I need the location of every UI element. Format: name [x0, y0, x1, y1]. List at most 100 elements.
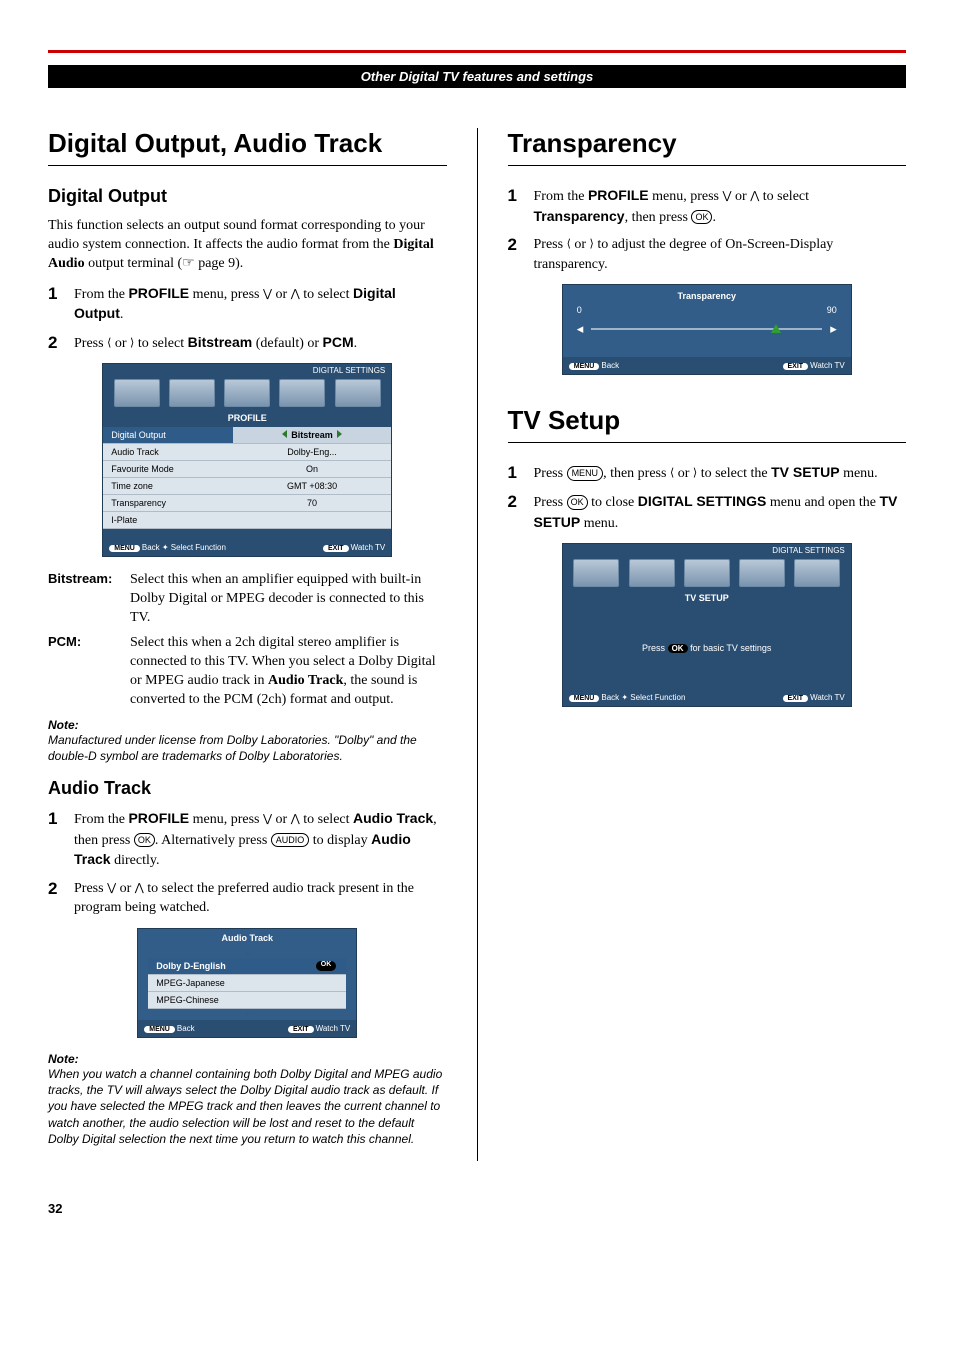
- t: Watch TV: [810, 361, 845, 370]
- note-label: Note:: [48, 718, 447, 732]
- step-number: 2: [508, 492, 534, 533]
- t: PROFILE: [588, 187, 649, 203]
- osd-title: TV SETUP: [563, 589, 851, 607]
- step-number: 2: [508, 235, 534, 274]
- table-row: I-Plate: [103, 512, 391, 529]
- osd-header-icons: [563, 555, 851, 589]
- t: directly.: [111, 853, 160, 868]
- step-number: 1: [48, 809, 74, 871]
- tr-step-2: 2 Press ⟨ or ⟩ to adjust the degree of O…: [508, 235, 907, 274]
- cell: Dolby-Eng...: [233, 444, 391, 461]
- t: or: [272, 287, 291, 302]
- intro-tail: output terminal (☞ page 9).: [85, 256, 244, 271]
- up-icon: ⋀: [135, 882, 144, 894]
- def-text: Select this when an amplifier equipped w…: [130, 571, 447, 628]
- up-icon: ⋀: [291, 288, 300, 300]
- t: for basic TV settings: [688, 643, 772, 653]
- osd-icon: [279, 379, 325, 407]
- t: Bitstream: [188, 334, 253, 350]
- t: .: [712, 210, 716, 225]
- spacer: [563, 343, 851, 357]
- exit-pill: EXIT: [783, 363, 809, 370]
- step-text: Press ⋁ or ⋀ to select the preferred aud…: [74, 879, 447, 918]
- ok-button-icon: OK: [134, 833, 155, 848]
- osd-icon: [794, 559, 840, 587]
- section-header: Other Digital TV features and settings: [48, 65, 906, 88]
- foot-right: EXITWatch TV: [288, 1024, 350, 1033]
- osd-profile: DIGITAL SETTINGS PROFILE Digital OutputB…: [102, 363, 392, 557]
- osd-icon: [684, 559, 730, 587]
- foot-right: EXITWatch TV: [783, 361, 845, 370]
- t: Back: [601, 361, 619, 370]
- t: Watch TV: [351, 543, 386, 552]
- heading-tv-setup: TV Setup: [508, 405, 907, 443]
- right-column: Transparency 1 From the PROFILE menu, pr…: [508, 128, 907, 1161]
- exit-pill: EXIT: [783, 695, 809, 702]
- slider-track: [591, 328, 822, 330]
- t: Press: [642, 643, 668, 653]
- list-item: MPEG-Chinese: [148, 992, 346, 1009]
- up-arrow-icon: ▲: [138, 947, 356, 958]
- cell: Transparency: [103, 495, 233, 512]
- t: Audio Track: [353, 810, 433, 826]
- heading-digital-output-audio-track: Digital Output, Audio Track: [48, 128, 447, 166]
- t: or: [571, 237, 590, 252]
- osd-body: Press OK for basic TV settings: [563, 607, 851, 689]
- ts-step-1: 1 Press MENU, then press ⟨ or ⟩ to selec…: [508, 463, 907, 484]
- cell: GMT +08:30: [233, 478, 391, 495]
- cell: On: [233, 461, 391, 478]
- def-text: Select this when a 2ch digital stereo am…: [130, 634, 447, 710]
- t: Transparency: [534, 208, 625, 224]
- t: PCM: [323, 334, 354, 350]
- ok-pill: OK: [668, 644, 688, 653]
- t: Back ✦ Select Function: [601, 693, 685, 702]
- do-step-1: 1 From the PROFILE menu, press ⋁ or ⋀ to…: [48, 284, 447, 325]
- osd-transparency: Transparency 0 90 ◂ ▸ MENUBack EXITWatch…: [562, 284, 852, 375]
- step-text: From the PROFILE menu, press ⋁ or ⋀ to s…: [74, 809, 447, 871]
- down-icon: ⋁: [723, 190, 732, 202]
- at-step-2: 2 Press ⋁ or ⋀ to select the preferred a…: [48, 879, 447, 918]
- menu-button-icon: MENU: [567, 466, 604, 481]
- foot-left: MENUBack: [144, 1024, 194, 1033]
- def-pcm: PCM: Select this when a 2ch digital ster…: [48, 634, 447, 710]
- t: menu, press: [189, 812, 263, 827]
- t: Press: [534, 466, 567, 481]
- osd-title: Transparency: [563, 285, 851, 303]
- step-number: 1: [508, 186, 534, 227]
- slider-row: 0 90: [563, 303, 851, 321]
- menu-pill: MENU: [569, 363, 600, 370]
- t: to close: [588, 495, 638, 510]
- at-step-1: 1 From the PROFILE menu, press ⋁ or ⋀ to…: [48, 809, 447, 871]
- audio-button-icon: AUDIO: [271, 833, 310, 848]
- exit-pill: EXIT: [323, 545, 349, 552]
- up-icon: ⋀: [291, 813, 300, 825]
- t: Press: [534, 495, 567, 510]
- t: DIGITAL SETTINGS: [638, 493, 767, 509]
- osd-footer: MENUBack EXITWatch TV: [138, 1020, 356, 1037]
- step-text: From the PROFILE menu, press ⋁ or ⋀ to s…: [534, 186, 907, 227]
- step-number: 1: [508, 463, 534, 484]
- foot-left: MENUBack ✦ Select Function: [109, 543, 226, 552]
- t: menu and open the: [766, 495, 879, 510]
- osd-header-icons: [103, 375, 391, 409]
- down-icon: ⋁: [107, 882, 116, 894]
- t: (default) or: [252, 336, 322, 351]
- down-arrow-icon: ▼: [138, 1009, 356, 1020]
- cell: 70: [233, 495, 391, 512]
- osd-audio-track: Audio Track ▲ Dolby D-EnglishOK MPEG-Jap…: [137, 928, 357, 1038]
- osd-icon: [169, 379, 215, 407]
- page-number: 32: [48, 1201, 906, 1216]
- ok-button-icon: OK: [567, 495, 588, 510]
- table-row: Audio TrackDolby-Eng...: [103, 444, 391, 461]
- t: or: [674, 466, 693, 481]
- t: Press: [74, 881, 107, 896]
- note-text: When you watch a channel containing both…: [48, 1066, 447, 1147]
- table-row: Digital OutputBitstream: [103, 427, 391, 444]
- heading-digital-output: Digital Output: [48, 186, 447, 207]
- slider-max: 90: [827, 305, 837, 315]
- t: . Alternatively press: [155, 833, 271, 848]
- slider-min: 0: [577, 305, 582, 315]
- step-number: 2: [48, 879, 74, 918]
- t: From the: [74, 287, 128, 302]
- t: Audio Track: [268, 673, 343, 688]
